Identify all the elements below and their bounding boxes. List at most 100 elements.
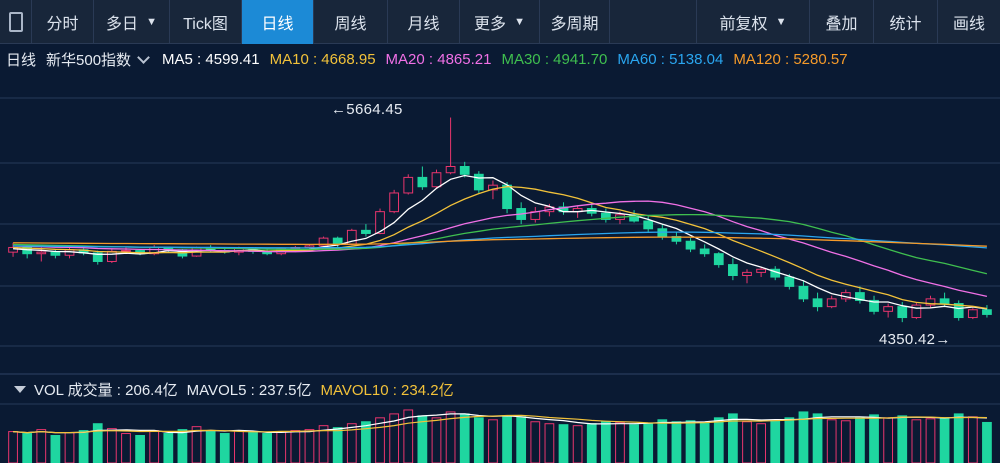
panel-toggle-button[interactable]: [0, 0, 32, 44]
volume-bar: [248, 432, 258, 463]
candle-down: [459, 166, 470, 175]
volume-bar: [22, 433, 33, 463]
volume-bar: [600, 421, 611, 463]
candle-down: [728, 264, 738, 277]
ma60-line: [13, 231, 987, 249]
volume-bar: [939, 417, 950, 463]
panel-toggle-icon: [8, 12, 23, 32]
adjust-dropdown[interactable]: 前复权 ▼: [696, 0, 810, 44]
volume-bar: [262, 433, 272, 463]
volume-bar: [982, 421, 992, 463]
volume-bar: [756, 423, 766, 463]
vol-value: VOL 成交量 : 206.4亿: [34, 381, 178, 399]
candle-down: [643, 220, 654, 230]
tab-monthly[interactable]: 月线: [388, 0, 460, 44]
candle-up: [826, 298, 837, 308]
ma120-value: MA120 : 5280.57: [733, 50, 848, 68]
volume-bar: [742, 421, 752, 463]
candle-down: [332, 237, 343, 245]
mavol5-value: MAVOL5 : 237.5亿: [186, 381, 312, 399]
candle-down: [784, 276, 795, 287]
chevron-down-icon: ▼: [146, 16, 157, 28]
candle-up: [445, 166, 456, 174]
ma60-value: MA60 : 5138.04: [617, 50, 724, 68]
volume-bar: [106, 428, 117, 463]
candle-down: [92, 252, 103, 262]
volume-bar: [92, 423, 103, 463]
volume-bar: [615, 422, 625, 463]
volume-bar: [671, 421, 682, 463]
chart-toolbar: 分时 多日 ▼ Tick图 日线 周线 月线 更多 ▼ 多周期 前复权 ▼ 叠加 统计…: [0, 0, 1000, 44]
volume-bar: [911, 419, 922, 463]
tab-daily[interactable]: 日线: [242, 0, 314, 44]
period-label: 日线: [6, 51, 37, 69]
chevron-down-icon: ▼: [775, 16, 787, 28]
volume-bar: [967, 416, 978, 463]
volume-bar: [36, 429, 47, 463]
candle-down: [982, 309, 992, 315]
tab-multi-period[interactable]: 多周期: [540, 0, 610, 44]
candle-up: [488, 184, 498, 191]
volume-bar: [121, 433, 131, 463]
high-price-label: ←5664.45: [331, 101, 403, 118]
volume-bar: [304, 429, 315, 463]
candle-down: [502, 184, 512, 210]
volume-bar: [177, 429, 188, 463]
tab-multi-day[interactable]: 多日 ▼: [94, 0, 170, 44]
candle-up: [883, 306, 894, 312]
candle-down: [361, 229, 371, 234]
volume-bar: [135, 435, 145, 463]
volume-bar: [50, 435, 61, 463]
ma20-line: [13, 200, 988, 298]
tab-more[interactable]: 更多 ▼: [460, 0, 540, 44]
candle-down: [855, 292, 865, 301]
volume-bar: [699, 422, 710, 463]
volume-bar: [191, 426, 202, 463]
draw-line-button[interactable]: 画线: [952, 16, 985, 33]
volume-bar: [346, 423, 357, 463]
tab-intraday[interactable]: 分时: [32, 0, 94, 44]
volume-bar: [544, 423, 555, 463]
ma10-line: [13, 185, 988, 310]
candle-up: [742, 271, 752, 276]
collapse-volume-icon[interactable]: [14, 385, 26, 393]
ma120-line: [13, 236, 987, 247]
mavol5-line: [13, 413, 987, 434]
mavol10-line: [13, 414, 987, 434]
volume-bar: [855, 417, 865, 463]
volume-bar: [459, 413, 470, 463]
low-price-label: 4350.42→: [879, 331, 951, 348]
candle-down: [897, 306, 908, 319]
volume-bar: [869, 414, 879, 463]
candle-up: [121, 250, 131, 253]
volume-bar: [502, 415, 512, 463]
volume-bar: [290, 430, 301, 463]
volume-bar: [234, 430, 244, 463]
volume-bar: [657, 419, 668, 463]
volume-bar: [488, 419, 498, 463]
tab-tick-chart[interactable]: Tick图: [170, 0, 242, 44]
volume-bar: [78, 430, 89, 463]
candle-down: [798, 285, 809, 300]
volume-bar: [375, 417, 385, 463]
volume-bar: [572, 425, 583, 463]
volume-bar: [332, 427, 343, 463]
tab-weekly[interactable]: 周线: [314, 0, 388, 44]
candle-up: [431, 172, 442, 188]
volume-bar: [925, 418, 936, 463]
volume-legend: VOL 成交量 : 206.4亿 MAVOL5 : 237.5亿 MAVOL10…: [0, 376, 1000, 402]
volume-bar: [558, 424, 569, 463]
ma30-value: MA30 : 4941.70: [501, 50, 608, 68]
volume-bar: [812, 413, 823, 463]
candle-up: [389, 192, 400, 213]
ma5-value: MA5 : 4599.41: [162, 50, 260, 68]
overlay-button[interactable]: 叠加: [810, 0, 874, 44]
volume-bar: [276, 431, 287, 463]
statistics-button[interactable]: 统计: [874, 0, 938, 44]
candle-down: [869, 299, 879, 312]
volume-bar: [586, 423, 597, 463]
ma20-value: MA20 : 4865.21: [385, 50, 492, 68]
volume-bar: [205, 431, 216, 463]
volume-bar: [713, 417, 724, 463]
candle-down: [953, 303, 964, 319]
